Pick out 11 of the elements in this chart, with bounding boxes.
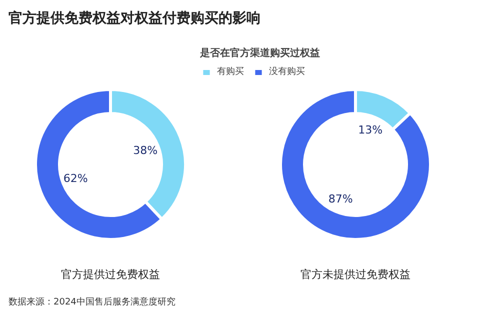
data-label: 62%	[63, 172, 88, 185]
data-label: 87%	[328, 192, 353, 206]
legend-label: 有购买	[217, 66, 244, 78]
text: 官方提供过免费权益	[61, 268, 160, 281]
data-label: 13%	[358, 124, 383, 137]
data-label: 38%	[133, 144, 158, 158]
chart-title: 官方提供免费权益对权益付费购买的影响	[8, 10, 260, 26]
source-note: 数据来源：2024中国售后服务满意度研究	[8, 296, 176, 308]
text: 官方未提供过免费权益	[300, 268, 410, 281]
legend-label: 没有购买	[269, 66, 305, 78]
legend-title: 是否在官方渠道购买过权益	[200, 46, 320, 60]
